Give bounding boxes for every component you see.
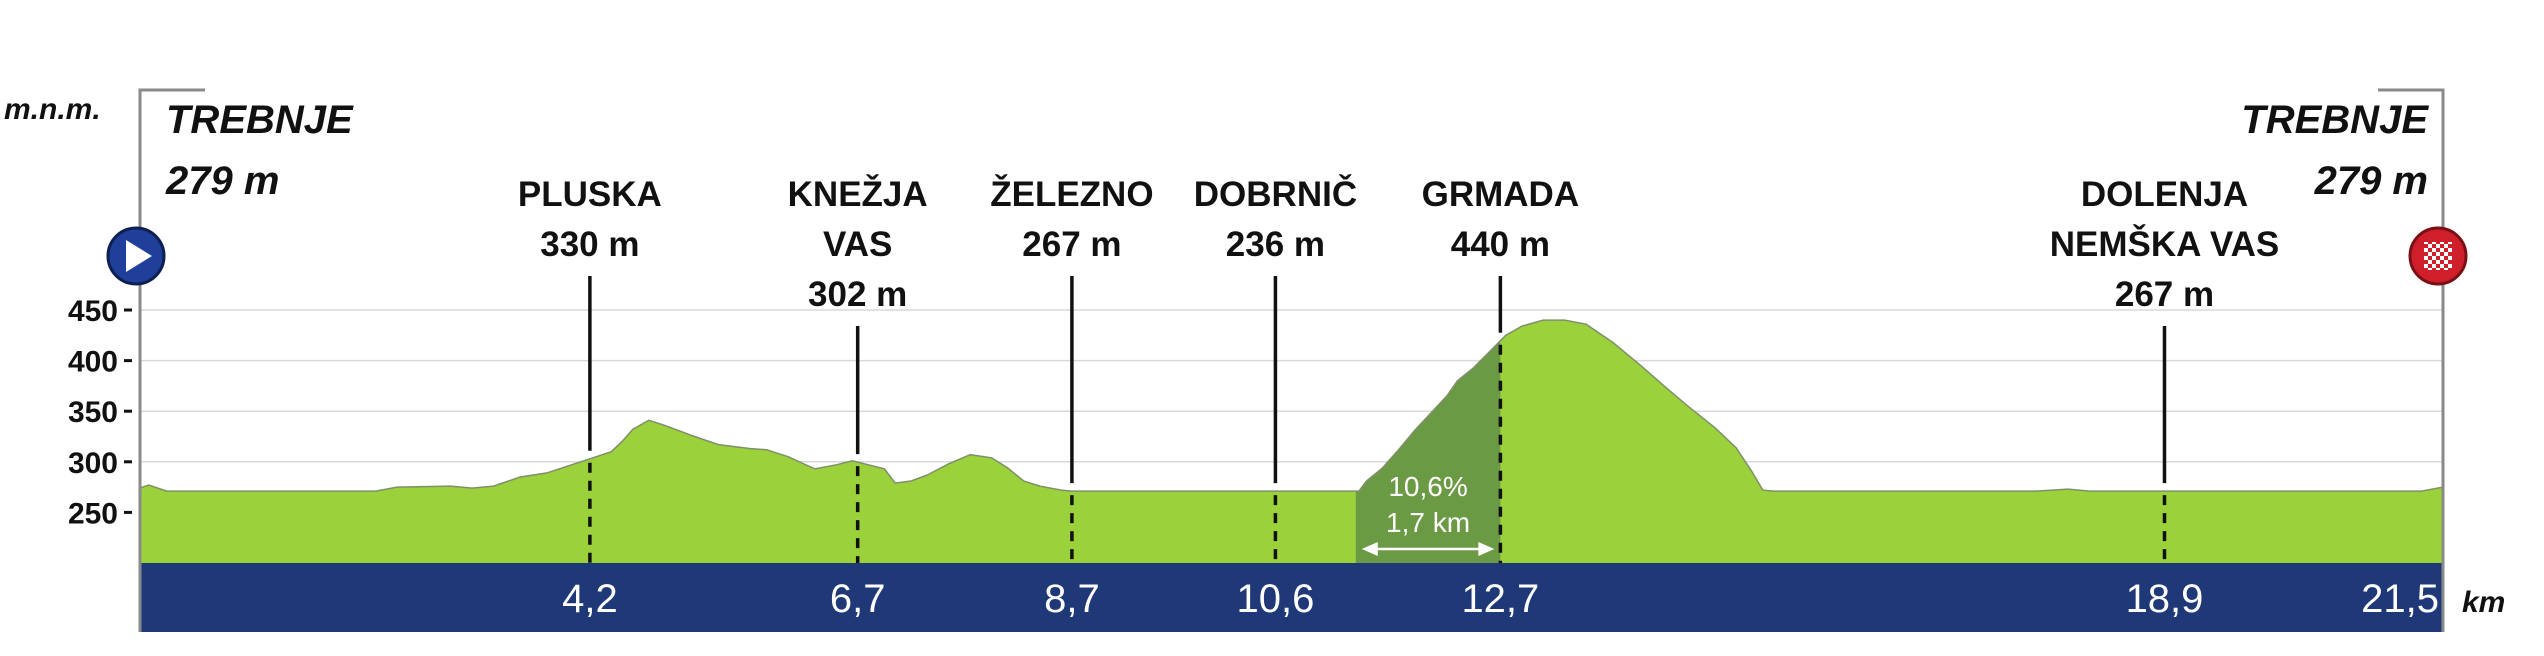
y-tick-label: 250 [68,497,118,530]
km-label: 4,2 [562,577,618,621]
climb-segment-area [1355,340,1501,563]
frame-left [138,88,205,632]
start-name: TREBNJE [166,98,354,142]
x-axis-label: km [2462,586,2505,619]
elevation-area [140,320,2443,563]
waypoints: PLUSKA 330 m 4,2 KNEŽJA VAS 302 m 6,7 ŽELEZNO 26… [518,174,2439,621]
finish-elevation: 279 m [2314,159,2428,203]
waypoint-name: GRMADA [1422,175,1579,214]
arrow-left-icon [1361,542,1378,556]
waypoint-name: VAS [823,225,892,264]
waypoint-4: GRMADA 440 m 12,7 [1422,175,1579,621]
waypoint-name: DOLENJA [2081,175,2248,214]
climb-length: 1,7 km [1386,507,1470,538]
km-label: 12,7 [1461,577,1539,621]
finish-name: TREBNJE [2241,98,2429,142]
checkered-flag-icon [2408,226,2468,286]
waypoint-name: ŽELEZNO [990,174,1153,214]
arrow-right-icon [1478,542,1495,556]
waypoint-elevation: 236 m [1226,225,1325,264]
waypoint-elevation: 267 m [1022,225,1121,264]
km-label: 6,7 [830,577,886,621]
waypoint-elevation: 267 m [2115,275,2214,314]
y-tick-label: 450 [68,295,118,328]
km-label: 18,9 [2126,577,2204,621]
elevation-outline [139,319,2444,492]
waypoint-2: ŽELEZNO 267 m 8,7 [990,174,1153,621]
waypoint-name: KNEŽJA [788,174,928,214]
waypoint-elevation: 440 m [1451,225,1550,264]
climb-gradient: 10,6% [1388,471,1467,502]
y-tick-label: 300 [68,447,118,480]
waypoint-5: DOLENJA NEMŠKA VAS 267 m 18,9 [2050,175,2279,621]
waypoint-name: PLUSKA [518,175,662,214]
chart-frame [138,88,2445,632]
waypoint-elevation: 330 m [540,225,639,264]
waypoint-name: DOBRNIČ [1194,174,1357,214]
waypoint-elevation: 302 m [808,275,907,314]
waypoint-name: NEMŠKA VAS [2050,224,2279,264]
y-tick-label: 400 [68,346,118,379]
waypoint-1: KNEŽJA VAS 302 m 6,7 [788,174,928,621]
waypoint-3: DOBRNIČ 236 m 10,6 [1194,174,1357,621]
frame-right [2378,88,2445,632]
km-label: 8,7 [1044,577,1100,621]
climb-label: 10,6% 1,7 km [1361,471,1495,556]
start-elevation: 279 m [165,159,279,203]
km-label: 10,6 [1237,577,1315,621]
km-label-finish: 21,5 [2361,577,2439,621]
y-tick-label: 350 [68,396,118,429]
y-axis-label: m.n.m. [4,93,101,126]
grid-lines [140,309,2443,514]
waypoint-0: PLUSKA 330 m 4,2 [518,175,662,621]
distance-band [140,563,2443,632]
y-axis-ticks: 450 400 350 300 250 [68,295,132,530]
play-icon [106,226,166,286]
